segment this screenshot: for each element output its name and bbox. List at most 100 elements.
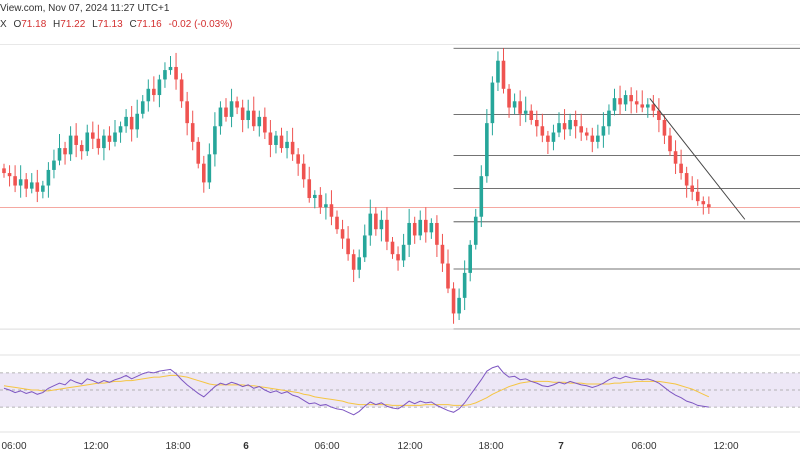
candle — [329, 190, 334, 226]
candle — [457, 288, 461, 321]
candle — [29, 173, 34, 194]
candle — [657, 98, 661, 133]
candle — [468, 240, 472, 282]
candle — [634, 90, 639, 113]
candle — [85, 124, 90, 156]
candle-body — [96, 138, 101, 149]
open-readout: O71.18 — [13, 19, 46, 30]
candle-body — [607, 110, 611, 127]
candle — [185, 91, 189, 136]
candle-body — [657, 110, 661, 121]
candle-body — [573, 120, 578, 127]
candle-body — [268, 132, 273, 145]
candle — [612, 88, 617, 116]
candle — [673, 140, 678, 174]
candle — [368, 199, 373, 246]
low-value: 71.13 — [97, 19, 123, 30]
candle — [390, 237, 395, 259]
time-tick-label: 12:00 — [397, 441, 422, 452]
candle — [573, 110, 578, 139]
candle — [240, 99, 245, 133]
candle — [279, 127, 284, 153]
candle-body — [29, 182, 34, 189]
candle — [52, 149, 56, 179]
candle — [507, 84, 511, 118]
candle — [385, 207, 389, 251]
candle — [129, 105, 134, 142]
candle-body — [74, 135, 78, 145]
candle — [274, 130, 278, 154]
candle — [179, 73, 184, 108]
candle — [523, 96, 528, 123]
candle-body — [596, 135, 600, 142]
candle — [651, 95, 656, 118]
candle-body — [485, 123, 489, 177]
candle — [623, 90, 628, 111]
candle — [118, 121, 123, 143]
candle-body — [135, 113, 139, 130]
candle — [96, 124, 101, 155]
candle — [91, 121, 95, 150]
fibonacci-levels — [0, 43, 800, 330]
candle-body — [435, 222, 439, 245]
candle — [684, 166, 689, 198]
candle-body — [684, 173, 689, 186]
candle — [479, 165, 484, 228]
candle — [646, 98, 650, 118]
candle — [246, 99, 250, 129]
candle-body — [85, 132, 90, 152]
candle — [18, 165, 23, 198]
candle — [140, 95, 145, 119]
candle-body — [202, 163, 206, 183]
candle-body — [157, 79, 162, 96]
trendline-segment — [649, 98, 746, 220]
candle-body — [2, 168, 6, 174]
time-tick-label: 06:00 — [314, 441, 339, 452]
candle-body — [240, 107, 245, 121]
candle-body — [41, 185, 45, 192]
candle-body — [290, 141, 295, 155]
time-tick-label: 18:00 — [165, 441, 190, 452]
candle — [690, 176, 694, 201]
candle — [24, 173, 28, 198]
candle-body — [562, 123, 567, 130]
time-tick-label: 12:00 — [83, 441, 108, 452]
candle-body — [418, 219, 423, 236]
trendline[interactable] — [649, 98, 746, 220]
candle — [401, 233, 406, 267]
candle — [290, 127, 295, 161]
candle-body — [651, 104, 656, 111]
close-label: C — [129, 19, 137, 30]
candle-body — [152, 88, 156, 96]
candle-body — [540, 126, 545, 136]
candle — [529, 104, 534, 125]
time-tick-label: 06:00 — [631, 441, 656, 452]
candle-body — [190, 123, 195, 142]
candle — [190, 110, 195, 151]
candle — [202, 155, 206, 193]
candle-body — [429, 222, 434, 233]
candle-body — [695, 191, 700, 202]
candle-body — [446, 263, 450, 289]
candle-body — [168, 66, 173, 71]
candle-body — [335, 216, 339, 230]
candle — [357, 249, 361, 279]
candle-body — [707, 204, 711, 208]
candle-body — [52, 160, 56, 170]
candle — [229, 88, 234, 128]
candle-body — [102, 135, 106, 149]
candle — [313, 190, 317, 209]
rsi-ma-line — [3, 374, 710, 406]
candle-body — [57, 148, 62, 161]
candle-body — [368, 213, 373, 236]
candle-body — [46, 169, 51, 186]
candle-body — [124, 116, 128, 127]
candle-body — [318, 194, 323, 208]
candle — [301, 154, 306, 188]
candle-body — [107, 135, 112, 142]
open-label: O — [13, 19, 22, 30]
candle — [618, 85, 622, 115]
candle-body — [640, 104, 645, 108]
candle-body — [285, 141, 289, 149]
